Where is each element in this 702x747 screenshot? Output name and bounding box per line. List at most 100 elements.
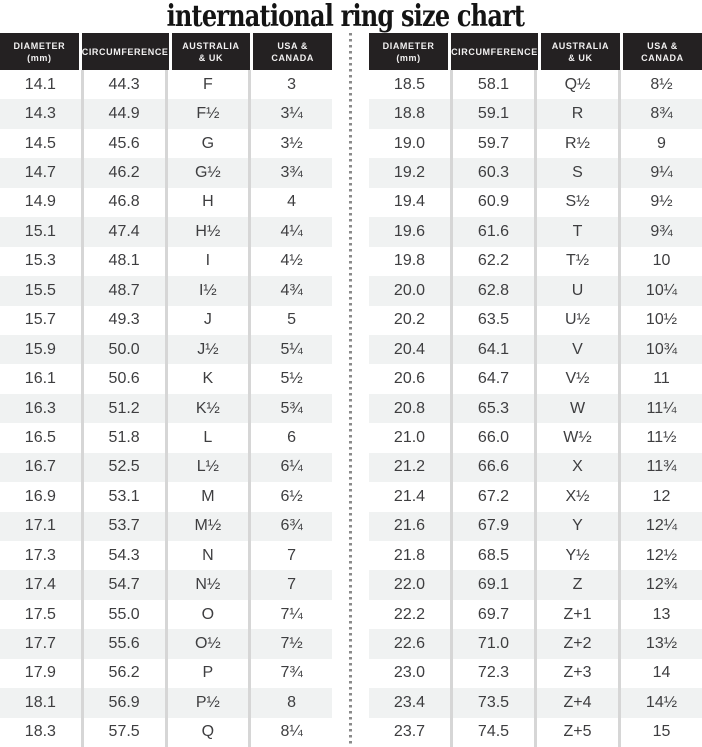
column-header: USA & CANADA [619,33,702,70]
table-cell: 6 [248,423,332,453]
table-cell: 14.5 [24,134,56,152]
table-cell: 48.7 [80,276,165,306]
table-cell: 67.9 [450,511,534,541]
table-cell: 4½ [248,246,332,277]
table-row: 17.9 56.2 P 7¾ [0,658,332,689]
table-cell: 7¼ [248,599,332,630]
table-cell: 5¼ [248,334,332,365]
tables-container: DIAMETER (mm) CIRCUMFERENCE AUSTRALIA & UK… [0,33,702,747]
table-cell: 50.6 [80,364,165,394]
table-body: 14.1 44.3 F 3 14.3 44.9 F½ 3¼ 14.5 45.6 G 3½ 14.7 46.… [0,70,332,747]
table-cell: O½ [164,629,249,659]
table-cell: L½ [164,452,249,483]
table-cell: 67.2 [450,482,534,512]
table-cell: Z+2 [534,629,618,659]
table-cell: 51.2 [80,393,165,424]
table-cell: M½ [164,511,249,541]
table-row: 19.4 60.9 S½ 9½ [369,187,702,218]
table-cell: S [534,158,618,188]
column-header: DIAMETER (mm) [369,33,449,70]
table-cell: 14.7 [24,164,56,182]
table-row: 17.5 55.0 O 7¼ [0,599,332,630]
table-row: 20.4 64.1 V 10¾ [369,334,702,365]
table-cell: 22.0 [393,576,426,594]
table-row: 23.7 74.5 Z+5 15 [369,717,702,747]
table-cell: 8¼ [248,717,332,747]
table-cell: 7 [248,570,332,600]
table-cell: Z [534,570,618,600]
table-row: 23.4 73.5 Z+4 14½ [369,688,702,718]
table-cell: W [534,393,618,424]
column-header: AUSTRALIA & UK [168,33,251,70]
table-cell: 12¾ [618,570,702,600]
table-cell: O [164,599,249,630]
table-cell: 15.1 [24,222,56,240]
table-cell: 23.0 [393,664,426,682]
table-cell: 10½ [618,305,702,335]
table-cell: 56.9 [80,688,165,718]
table-cell: 65.3 [450,393,534,424]
table-row: 17.4 54.7 N½ 7 [0,570,332,600]
table-cell: 19.4 [393,193,426,211]
table-cell: 69.7 [450,599,534,630]
table-cell: 7 [248,541,332,571]
table-cell: P½ [164,688,249,718]
table-cell: 7¾ [248,658,332,689]
table-row: 18.1 56.9 P½ 8 [0,688,332,718]
table-row: 21.4 67.2 X½ 12 [369,482,702,512]
table-cell: 10 [618,246,702,277]
table-row: 15.3 48.1 I 4½ [0,246,332,277]
table-cell: 54.7 [80,570,165,600]
table-cell: 5¾ [248,393,332,424]
table-cell: 7½ [248,629,332,659]
table-row: 19.0 59.7 R½ 9 [369,128,702,159]
table-cell: Q [164,717,249,747]
ring-size-table-left: DIAMETER (mm) CIRCUMFERENCE AUSTRALIA & UK… [0,33,333,747]
table-cell: 8¾ [618,99,702,129]
table-cell: 17.1 [24,517,56,535]
table-cell: 68.5 [450,541,534,571]
table-cell: 4 [248,187,332,218]
table-cell: 47.4 [80,217,165,247]
table-cell: Q½ [534,70,618,100]
table-cell: 59.7 [450,128,534,159]
table-cell: R [534,99,618,129]
table-cell: 54.3 [80,541,165,571]
table-row: 14.3 44.9 F½ 3¼ [0,99,332,129]
table-cell: 21.4 [393,487,426,505]
table-cell: 57.5 [80,717,165,747]
table-row: 21.6 67.9 Y 12¼ [369,511,702,541]
page-title: international ring size chart [166,0,525,34]
table-cell: 19.0 [393,134,426,152]
table-cell: F [164,70,249,100]
table-cell: 10¼ [618,276,702,306]
table-cell: V [534,334,618,365]
table-cell: Z+1 [534,599,618,630]
table-cell: 71.0 [450,629,534,659]
table-row: 14.5 45.6 G 3½ [0,128,332,159]
table-cell: 11 [618,364,702,394]
table-cell: F½ [164,99,249,129]
table-cell: 17.3 [24,546,56,564]
table-cell: 4¼ [248,217,332,247]
table-cell: 15.3 [24,252,56,270]
table-cell: 74.5 [450,717,534,747]
table-cell: 12¼ [618,511,702,541]
table-row: 14.1 44.3 F 3 [0,70,332,100]
table-cell: 20.4 [393,340,426,358]
table-cell: Y½ [534,541,618,571]
table-cell: 10¾ [618,334,702,365]
table-row: 20.0 62.8 U 10¼ [369,276,702,306]
table-row: 22.0 69.1 Z 12¾ [369,570,702,600]
table-cell: 5½ [248,364,332,394]
table-cell: 51.8 [80,423,165,453]
dotted-divider [349,33,352,747]
table-cell: 49.3 [80,305,165,335]
table-cell: W½ [534,423,618,453]
table-cell: N [164,541,249,571]
table-cell: 8 [248,688,332,718]
table-cell: 21.2 [393,458,426,476]
table-cell: 15 [618,717,702,747]
table-cell: 62.2 [450,246,534,277]
table-row: 18.3 57.5 Q 8¼ [0,717,332,747]
